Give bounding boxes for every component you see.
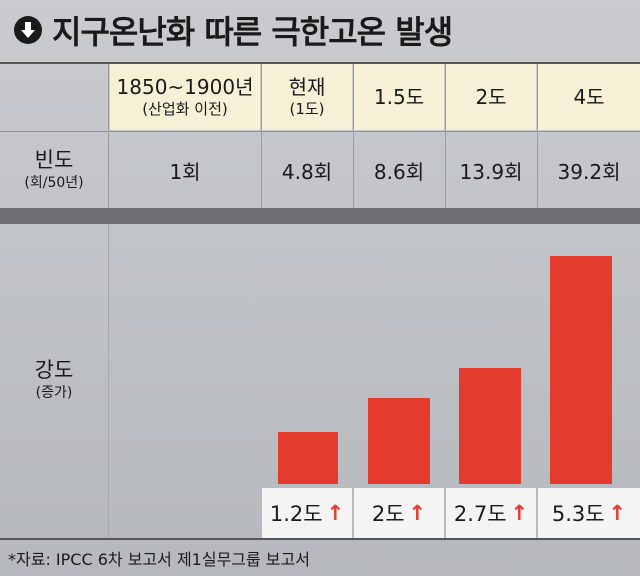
col-divider-1 — [261, 64, 262, 208]
header-col-2: 1.5도 — [354, 64, 444, 130]
freq-value-1: 4.8회 — [281, 159, 333, 184]
col-divider-4 — [537, 64, 538, 208]
frequency-label-cell: 빈도 (회/50년) — [0, 132, 108, 208]
intensity-bar-2 — [368, 398, 430, 484]
intensity-divider — [108, 224, 109, 538]
header-col-1: 현재 (1도) — [262, 64, 352, 130]
frequency-label: 빈도 — [34, 148, 74, 172]
header-col-2-main: 1.5도 — [373, 85, 425, 109]
intensity-value-2: 2도 ↑ — [354, 488, 444, 538]
down-arrow-circle-icon — [14, 16, 42, 44]
header-col-0-main: 1850~1900년 — [116, 75, 254, 99]
intensity-label-cell: 강도 (증가) — [0, 350, 108, 410]
section-separator — [0, 208, 640, 224]
col-divider-0 — [108, 64, 109, 208]
header-col-0: 1850~1900년 (산업화 이전) — [110, 64, 260, 130]
intensity-value-2-text: 2도 — [371, 502, 405, 526]
intensity-value-4: 5.3도 ↑ — [538, 488, 640, 538]
header-col-0-sub: (산업화 이전) — [142, 100, 228, 118]
freq-value-2: 8.6회 — [373, 159, 425, 184]
col-divider-2 — [353, 64, 354, 208]
header-col-1-sub: (1도) — [289, 100, 325, 118]
up-arrow-icon: ↑ — [510, 501, 529, 525]
intensity-value-3-text: 2.7도 — [453, 502, 507, 526]
header-col-4-main: 4도 — [573, 85, 605, 109]
freq-value-0: 1회 — [169, 159, 201, 184]
intensity-bar-3 — [459, 368, 521, 484]
header-rule — [0, 131, 640, 132]
intensity-label: 강도 — [34, 358, 74, 382]
header-col-1-main: 현재 — [288, 75, 326, 99]
bottom-rule — [0, 538, 640, 540]
intensity-bar-4 — [550, 256, 612, 484]
header-col-4: 4도 — [538, 64, 640, 130]
up-arrow-icon: ↑ — [326, 501, 345, 525]
intensity-bar-1 — [278, 432, 338, 484]
frequency-sublabel: (회/50년) — [24, 175, 84, 191]
up-arrow-icon: ↑ — [408, 501, 427, 525]
intensity-sublabel: (증가) — [35, 385, 73, 401]
header-col-3: 2도 — [446, 64, 536, 130]
chart-title: 지구온난화 따른 극한고온 발생 — [52, 13, 453, 51]
title-row: 지구온난화 따른 극한고온 발생 — [14, 8, 453, 52]
freq-value-3: 13.9회 — [459, 159, 523, 184]
intensity-value-4-text: 5.3도 — [551, 502, 605, 526]
up-arrow-icon: ↑ — [608, 501, 627, 525]
intensity-value-1: 1.2도 ↑ — [262, 488, 352, 538]
freq-value-4: 39.2회 — [557, 159, 621, 184]
top-rule — [0, 62, 640, 64]
col-divider-3 — [445, 64, 446, 208]
intensity-value-1-text: 1.2도 — [269, 502, 323, 526]
intensity-value-3: 2.7도 ↑ — [446, 488, 536, 538]
source-note: *자료: IPCC 6차 보고서 제1실무그룹 보고서 — [8, 550, 310, 569]
header-col-3-main: 2도 — [475, 85, 507, 109]
